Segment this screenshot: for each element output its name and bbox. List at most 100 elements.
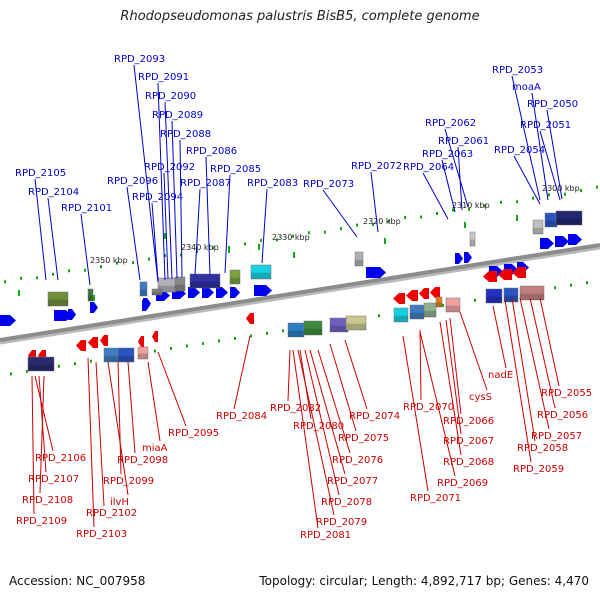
- scale-tick: [218, 339, 220, 343]
- feature-box-shade: [28, 364, 54, 371]
- reverse-gene-label-rpd_2078: RPD_2078: [321, 497, 372, 508]
- reverse-leader-line: [492, 305, 507, 369]
- forward-gene-arrow: [455, 253, 463, 264]
- scale-tick: [564, 192, 566, 196]
- reverse-leader-line: [539, 297, 560, 387]
- forward-gene-label-rpd_2087: RPD_2087: [180, 178, 231, 189]
- feature-box-shade: [424, 310, 436, 317]
- forward-gene-arrow: [464, 252, 472, 263]
- reverse-leader-line: [329, 343, 357, 432]
- scale-tick: [180, 253, 182, 257]
- forward-leader-line: [157, 82, 166, 281]
- scale-tick: [234, 336, 236, 340]
- scale-tick: [4, 280, 6, 284]
- reverse-gene-label-rpd_2071: RPD_2071: [410, 493, 461, 504]
- reverse-gene-arrow: [138, 336, 144, 347]
- forward-gene-label-rpd_2062: RPD_2062: [425, 118, 476, 129]
- forward-leader-line: [261, 188, 268, 264]
- reverse-leader-line: [127, 361, 136, 454]
- scale-label-tick-2310: 2310 kbp: [452, 201, 490, 210]
- feature-box: [229, 269, 241, 285]
- forward-leader-line: [322, 189, 358, 238]
- feature-box-shade: [394, 315, 408, 322]
- scale-tick: [68, 269, 70, 273]
- feature-box-shade: [504, 295, 518, 302]
- reverse-leader-line: [439, 321, 462, 456]
- feature-box: [445, 297, 461, 313]
- feature-box-shade: [556, 218, 582, 225]
- scale-tick: [266, 331, 268, 335]
- reverse-gene-label-rpd_2109: RPD_2109: [16, 516, 67, 527]
- forward-leader-line: [163, 172, 169, 280]
- forward-gene-label-rpd_2064: RPD_2064: [403, 162, 454, 173]
- reverse-gene-label-rpd_2103: RPD_2103: [76, 529, 127, 540]
- reverse-gene-arrow: [430, 287, 440, 298]
- reverse-leader-line: [87, 357, 95, 528]
- reverse-leader-line: [511, 297, 536, 442]
- scale-tick: [90, 359, 92, 363]
- forward-leader-line: [444, 128, 469, 208]
- reverse-leader-line: [287, 349, 291, 402]
- reverse-gene-label-rpd_2068: RPD_2068: [443, 457, 494, 468]
- feature-box-shade: [140, 289, 147, 296]
- scale-tick: [570, 283, 572, 287]
- feature-box: [555, 210, 583, 226]
- feature-box-shade: [410, 312, 424, 319]
- reverse-gene-label-rpd_2095: RPD_2095: [168, 428, 219, 439]
- reverse-gene-label-rpd_2070: RPD_2070: [403, 402, 454, 413]
- feature-box-shade: [486, 296, 502, 303]
- major-tick: [164, 233, 166, 239]
- scale-tick: [84, 268, 86, 272]
- forward-gene-arrow: [142, 300, 150, 311]
- genome-summary-text: Topology: circular; Length: 4,892,717 bp…: [259, 574, 589, 588]
- forward-gene-arrow: [568, 234, 582, 245]
- reverse-leader-line: [147, 361, 161, 442]
- major-tick: [464, 222, 466, 228]
- forward-leader-line: [151, 202, 159, 281]
- feature-box-shade: [533, 227, 543, 234]
- forward-gene-arrow: [90, 302, 98, 313]
- feature-box-shade: [158, 285, 176, 292]
- scale-tick: [596, 185, 598, 189]
- reverse-gene-label-rpd_2075: RPD_2075: [338, 433, 389, 444]
- scale-tick: [36, 276, 38, 280]
- reverse-gene-arrow: [393, 293, 405, 304]
- forward-gene-label-rpd_2083: RPD_2083: [247, 178, 298, 189]
- major-tick: [18, 290, 20, 296]
- feature-box-shade: [251, 272, 271, 279]
- feature-box: [137, 346, 149, 360]
- feature-box: [393, 307, 409, 323]
- feature-box: [189, 273, 221, 289]
- scale-tick: [442, 303, 444, 307]
- scale-tick: [516, 200, 518, 204]
- forward-gene-arrow: [68, 309, 76, 320]
- feature-box-shade: [346, 323, 366, 330]
- scale-tick: [484, 204, 486, 208]
- scale-tick: [356, 223, 358, 227]
- forward-gene-arrow: [54, 310, 72, 321]
- forward-gene-label-rpd_2073: RPD_2073: [303, 179, 354, 190]
- major-tick: [228, 247, 230, 253]
- reverse-leader-line: [292, 349, 319, 529]
- forward-leader-line: [80, 213, 91, 286]
- feature-box: [303, 320, 323, 336]
- reverse-leader-line: [419, 331, 456, 477]
- feature-box: [174, 276, 186, 292]
- feature-box-shade: [436, 302, 442, 307]
- feature-box: [423, 302, 437, 318]
- forward-gene-arrow: [366, 267, 386, 278]
- feature-box-shade: [520, 293, 544, 300]
- forward-gene-arrow: [254, 285, 272, 296]
- feature-box: [27, 356, 55, 372]
- reverse-leader-line: [233, 335, 251, 410]
- scale-tick: [378, 314, 380, 318]
- forward-gene-label-rpd_2050: RPD_2050: [527, 99, 578, 110]
- feature-box-shade: [118, 355, 134, 362]
- scale-label-tick-2350: 2350 kbp: [90, 256, 128, 265]
- feature-box-shade: [138, 353, 148, 359]
- reverse-gene-label-rpd_2082: RPD_2082: [270, 403, 321, 414]
- forward-leader-line: [164, 101, 173, 280]
- scale-tick: [212, 246, 214, 250]
